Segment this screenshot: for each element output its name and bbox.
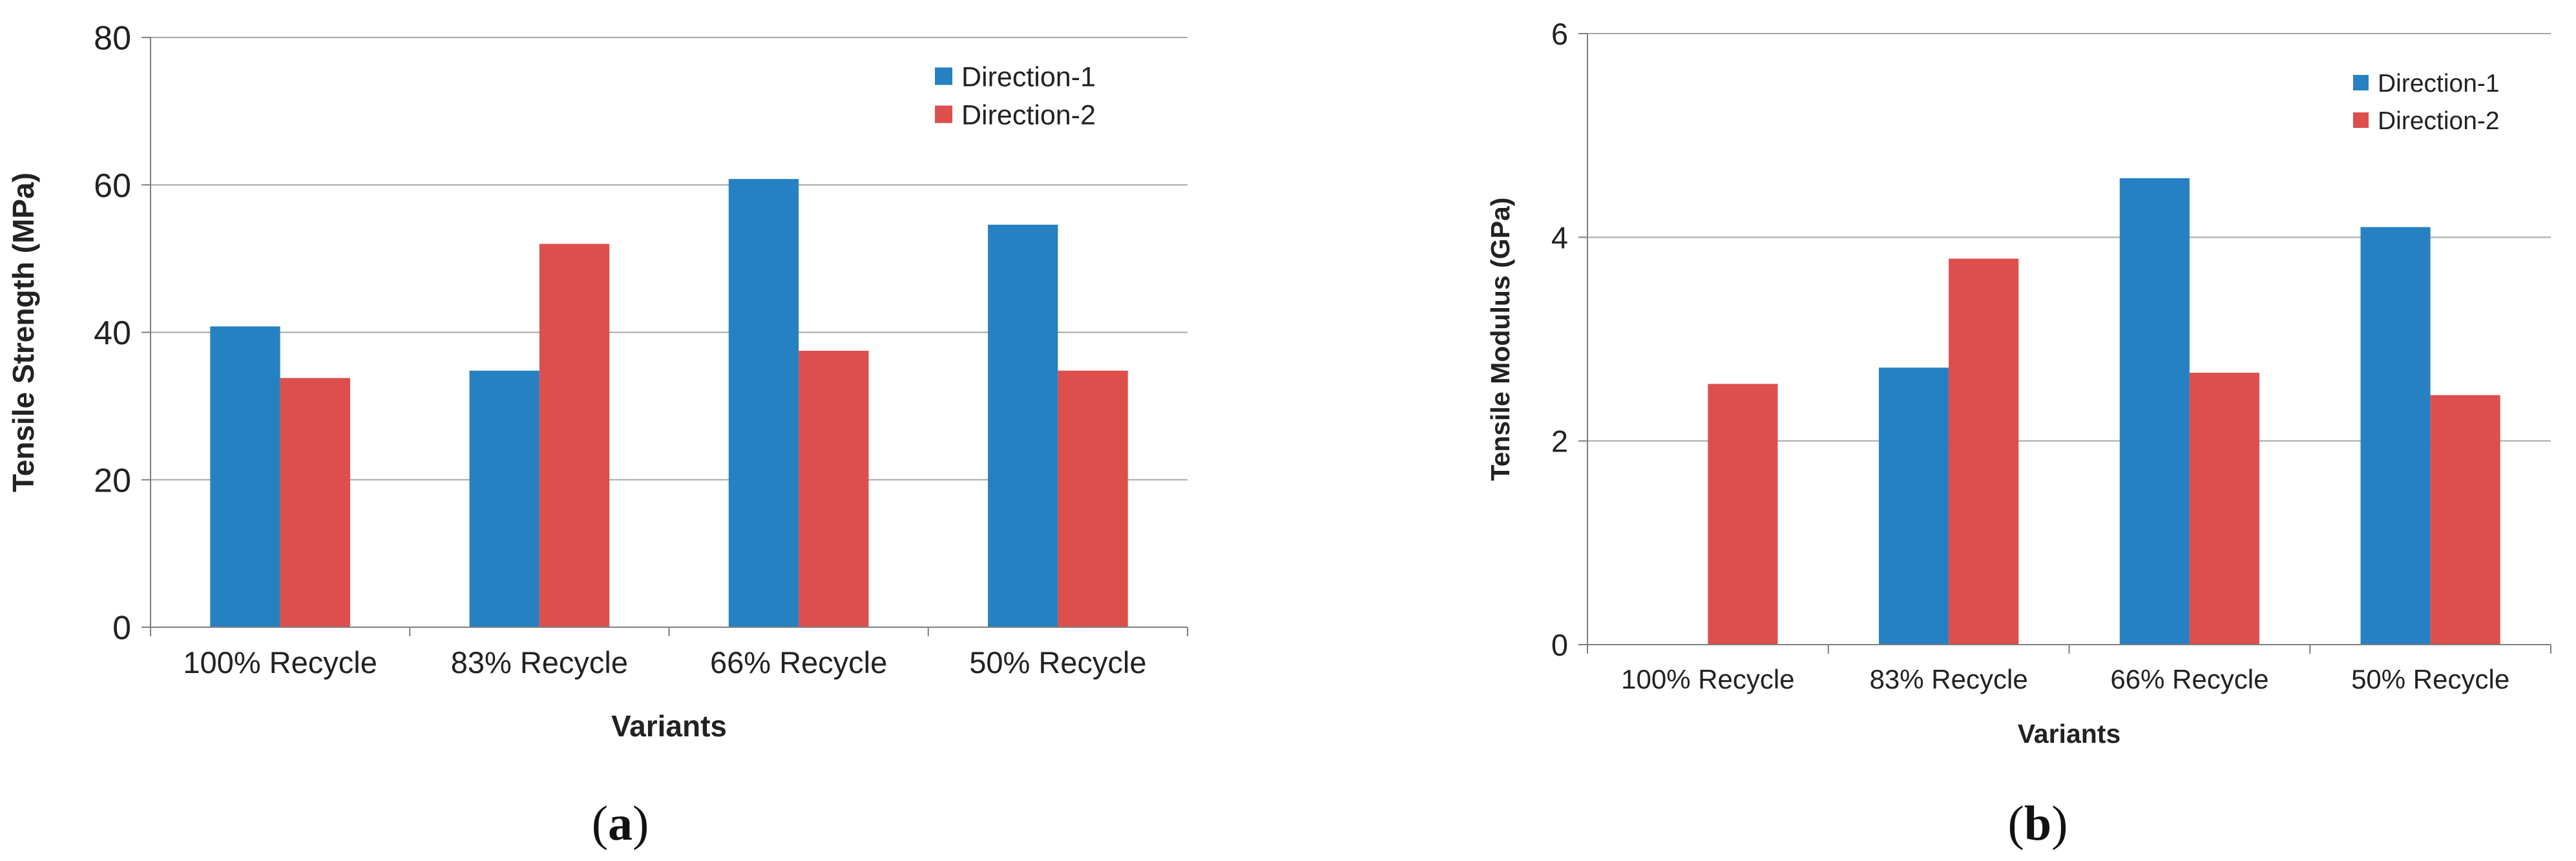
legend-swatch-direction-2: [2353, 112, 2369, 128]
y-tick-label: 60: [94, 167, 131, 205]
legend-swatch-direction-2: [935, 105, 952, 123]
bar-direction-2-4: [1058, 370, 1128, 627]
panel-letter: b: [2024, 796, 2051, 851]
chart-panel-a: 0 20 40 60 80 100% Recycle 83% Recycle 66% Recy…: [6, 20, 1188, 851]
bar-direction-1-4: [988, 224, 1058, 627]
bar-direction-1-4: [2360, 227, 2431, 645]
bar-direction-2-3: [799, 351, 869, 627]
bar-direction-2-4: [2430, 395, 2500, 645]
legend-swatch-direction-1: [2353, 75, 2369, 90]
legend: Direction-1 Direction-2: [2353, 70, 2500, 135]
bar-direction-1-3: [728, 179, 799, 627]
legend-swatch-direction-1: [935, 67, 952, 85]
y-tick-label: 4: [1551, 220, 1568, 254]
x-category-label: 50% Recycle: [2351, 664, 2509, 694]
x-category-label: 66% Recycle: [710, 645, 887, 679]
bar-direction-2-1: [1708, 384, 1778, 645]
legend-label: Direction-2: [961, 99, 1096, 130]
y-tick-label: 2: [1551, 424, 1568, 459]
y-tick-label: 6: [1551, 17, 1568, 51]
bar-direction-2-1: [280, 378, 350, 627]
x-category-label: 50% Recycle: [969, 645, 1146, 679]
x-axis-title: Variants: [611, 709, 727, 743]
bar-direction-2-3: [2189, 373, 2259, 645]
bar-direction-1-2: [469, 370, 539, 627]
x-category-label: 66% Recycle: [2110, 664, 2268, 694]
x-category-label: 83% Recycle: [451, 645, 628, 679]
bar-direction-1-1: [210, 326, 280, 627]
panel-letter: a: [608, 796, 633, 851]
chart-panel-b: 0 2 4 6 100% Recycle 83% Recycle 66% Recycle 50…: [1485, 17, 2551, 851]
panel-label: (a): [592, 796, 649, 851]
y-axis-title: Tensile Strength (MPa): [6, 172, 40, 492]
y-tick-label: 0: [1551, 628, 1568, 662]
y-tick-label: 20: [94, 462, 131, 499]
legend-label: Direction-2: [2378, 107, 2500, 135]
panel-label: (b): [2008, 796, 2068, 851]
bar-direction-1-3: [2119, 178, 2190, 645]
x-category-label: 100% Recycle: [1621, 664, 1794, 694]
x-category-label: 83% Recycle: [1870, 664, 2028, 694]
legend-label: Direction-1: [2378, 70, 2500, 98]
bar-direction-1-2: [1879, 368, 1949, 645]
legend: Direction-1 Direction-2: [935, 61, 1096, 130]
x-category-label: 100% Recycle: [183, 645, 377, 679]
legend-label: Direction-1: [961, 61, 1096, 92]
bar-direction-2-2: [539, 244, 610, 627]
y-tick-label: 40: [94, 315, 131, 352]
y-tick-label: 80: [94, 20, 131, 57]
y-tick-label: 0: [112, 610, 131, 647]
bar-direction-2-2: [1949, 258, 2019, 645]
x-axis-title: Variants: [2018, 719, 2121, 749]
y-axis-title: Tensile Modulus (GPa): [1485, 198, 1515, 481]
